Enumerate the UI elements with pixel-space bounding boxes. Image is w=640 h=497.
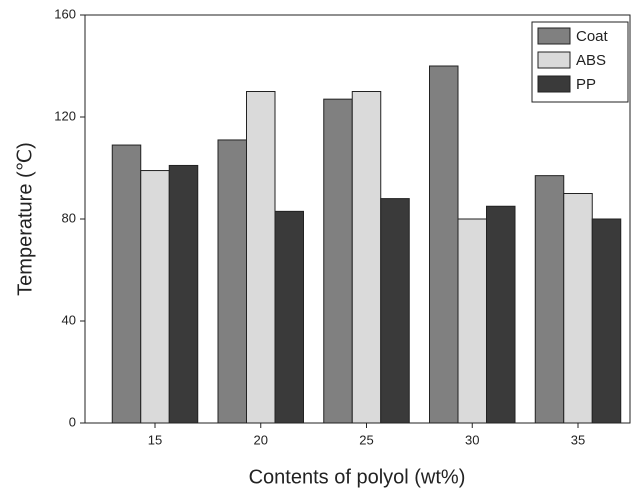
x-tick-label: 35 bbox=[571, 432, 585, 447]
bar bbox=[140, 170, 170, 424]
x-tick-label: 25 bbox=[359, 432, 373, 447]
y-tick-label: 40 bbox=[62, 312, 76, 327]
bar bbox=[457, 218, 487, 424]
bar bbox=[168, 164, 199, 424]
bar bbox=[429, 65, 459, 424]
y-tick-label: 80 bbox=[62, 210, 76, 225]
bar bbox=[217, 139, 247, 424]
y-tick-label: 0 bbox=[69, 414, 76, 429]
x-tick-label: 15 bbox=[148, 432, 162, 447]
y-axis-title: Temperature (℃) bbox=[14, 142, 36, 296]
bar bbox=[591, 218, 622, 424]
legend-label: ABS bbox=[576, 52, 606, 69]
bar bbox=[563, 193, 593, 424]
x-axis-title: Contents of polyol (wt%) bbox=[249, 466, 466, 488]
x-tick-label: 30 bbox=[465, 432, 479, 447]
y-tick-label: 160 bbox=[54, 6, 76, 21]
legend-swatch bbox=[537, 51, 571, 69]
bar bbox=[534, 175, 565, 424]
y-tick-label: 120 bbox=[54, 108, 76, 123]
bar bbox=[486, 205, 516, 424]
bar bbox=[323, 98, 353, 424]
bar bbox=[274, 210, 304, 424]
bar bbox=[246, 91, 276, 424]
legend-swatch bbox=[537, 75, 571, 93]
bar bbox=[111, 144, 142, 424]
bar bbox=[351, 91, 382, 424]
legend-swatch bbox=[537, 27, 571, 45]
legend-label: PP bbox=[576, 76, 596, 93]
bar bbox=[380, 198, 410, 424]
legend-label: Coat bbox=[576, 28, 609, 45]
x-tick-label: 20 bbox=[254, 432, 268, 447]
